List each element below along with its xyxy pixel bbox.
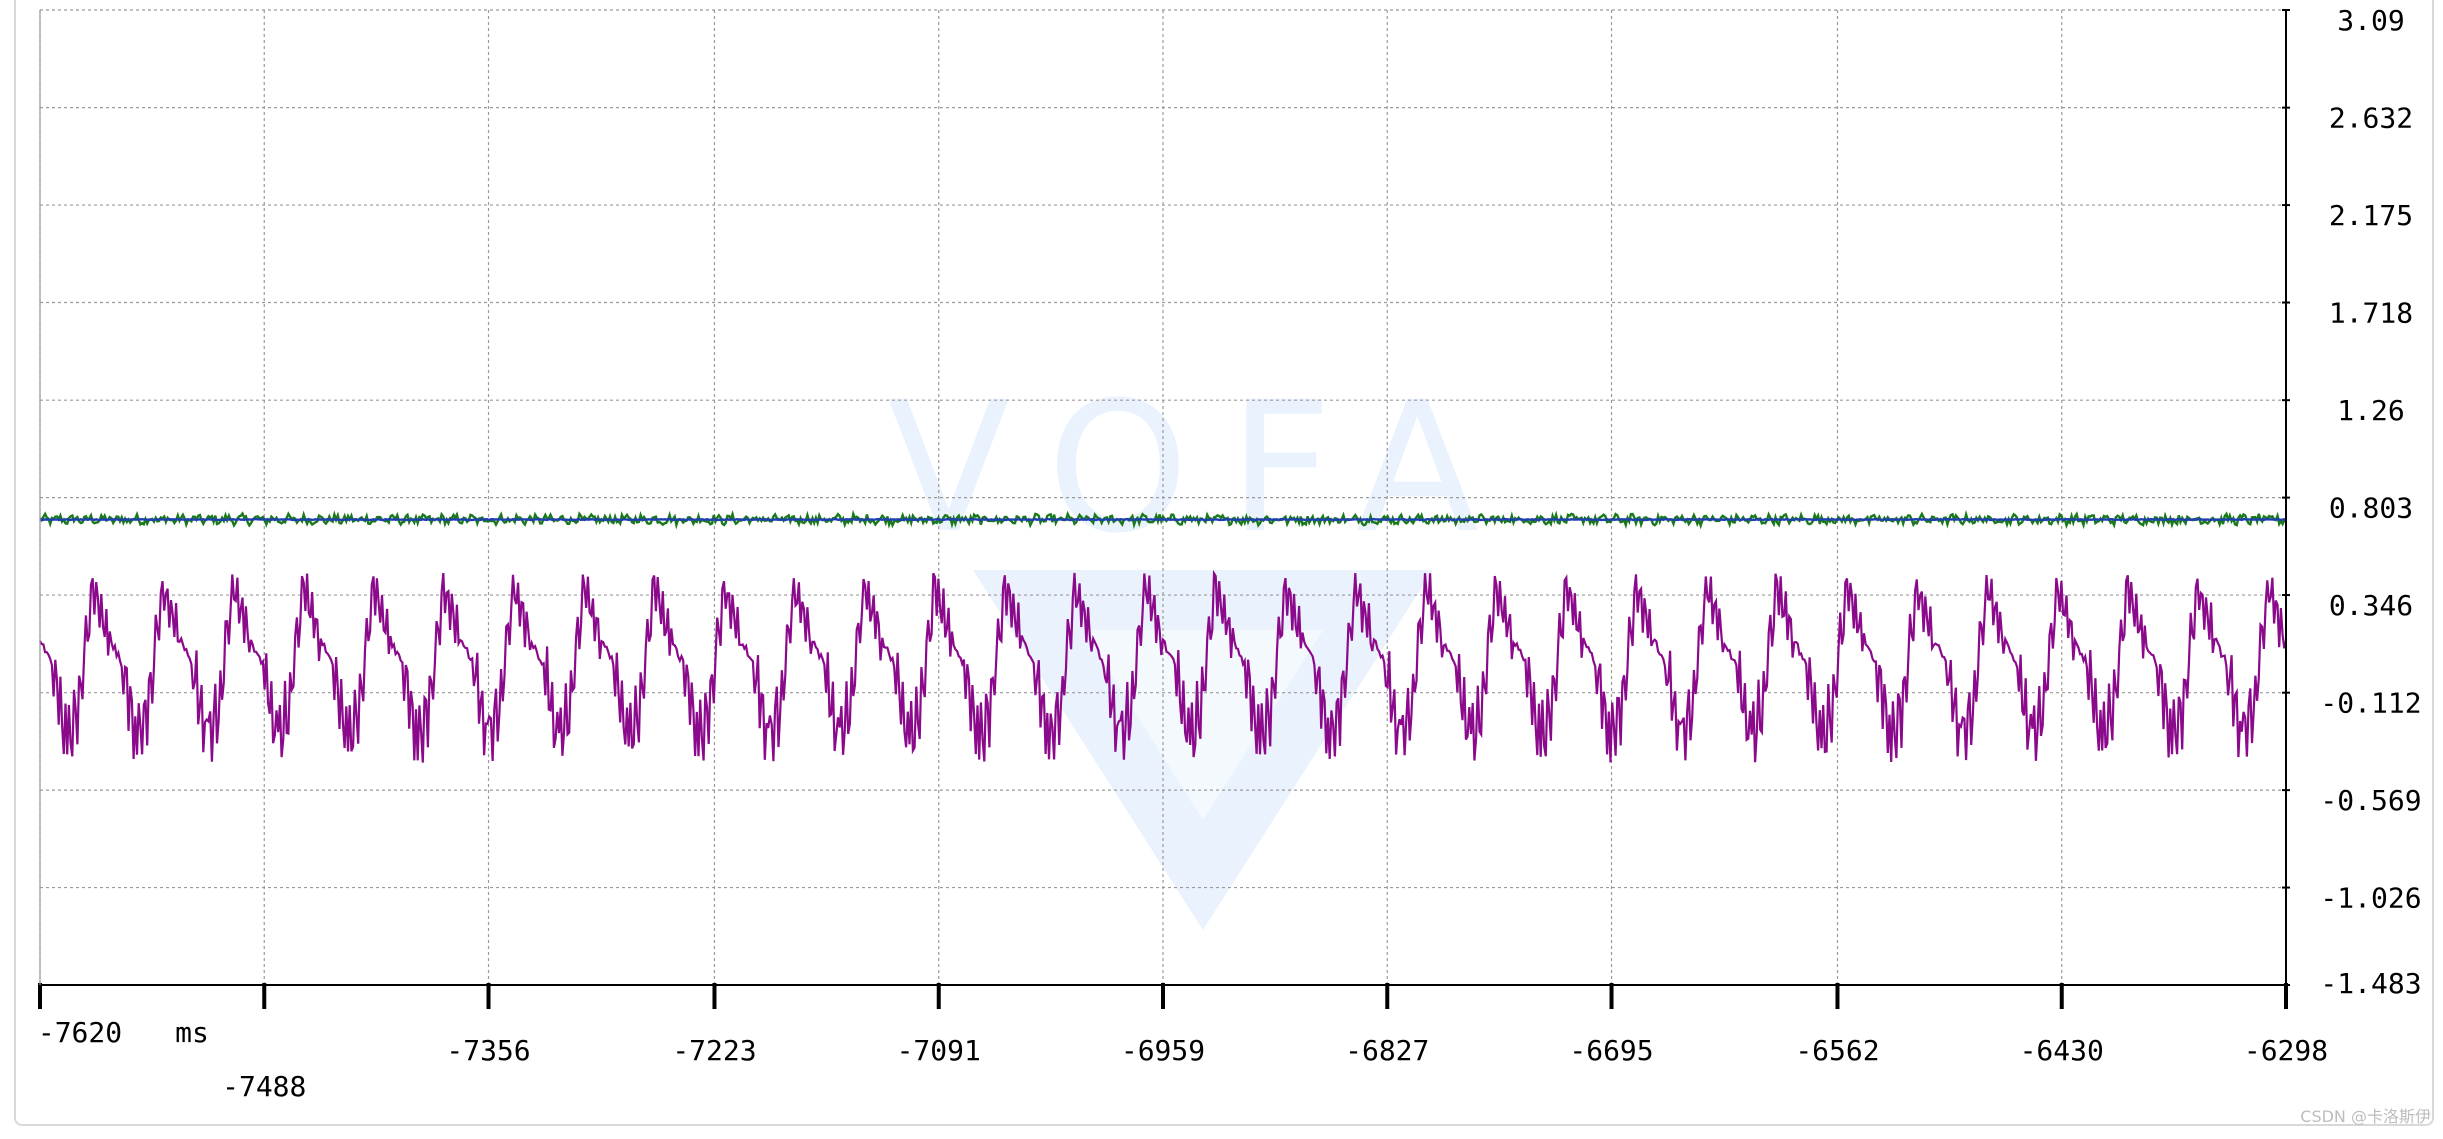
vofa-logo-text: VOFA [887,364,1519,573]
chart-labels: 3.09 2.632 2.175 1.718 1.26 0.803 0.346 -0.112 -… [38,4,2422,1103]
chart-axes [38,9,2290,1009]
chart-frame: VOFA 3.09 2.632 2.175 1.718 1.26 0.803 0.346 -0… [14,0,2434,1126]
y-tick-label: 3.09 [2337,4,2404,37]
x-tick-label: -6562 [1795,1034,1879,1067]
x-tick-label: -7620 [38,1016,122,1049]
line-chart: VOFA 3.09 2.632 2.175 1.718 1.26 0.803 0.346 -0… [38,4,2422,1103]
x-tick-label: -7356 [446,1034,530,1067]
x-axis-unit: ms [175,1016,209,1049]
x-tick-label: -7488 [222,1070,306,1103]
chart-grid [39,9,2287,985]
y-tick-label: 1.718 [2329,297,2413,330]
x-tick-label: -7223 [672,1034,756,1067]
y-tick-label: 2.632 [2329,102,2413,135]
vofa-logo: VOFA [887,364,1519,930]
x-tick-label: -6430 [2020,1034,2104,1067]
y-tick-label: 1.26 [2337,394,2404,427]
vofa-logo-triangle-inner [1083,630,1323,820]
x-tick-label: -6695 [1569,1034,1653,1067]
y-tick-label: 0.346 [2329,589,2413,622]
x-tick-label: -6827 [1345,1034,1429,1067]
y-tick-label: -0.569 [2320,784,2421,817]
series-line-3 [39,569,2288,763]
series-line-2 [39,517,2287,522]
x-tick-label: -7091 [897,1034,981,1067]
x-tick-label: -6959 [1121,1034,1205,1067]
chart-series [39,509,2288,763]
y-tick-label: -1.026 [2320,882,2421,915]
y-tick-label: -1.483 [2320,967,2421,1000]
x-tick-label: -6298 [2244,1034,2328,1067]
y-tick-label: 0.803 [2329,492,2413,525]
y-tick-label: -0.112 [2320,687,2421,720]
csdn-watermark: CSDN @卡洛斯伊 [2300,1107,2431,1126]
y-tick-label: 2.175 [2329,199,2413,232]
